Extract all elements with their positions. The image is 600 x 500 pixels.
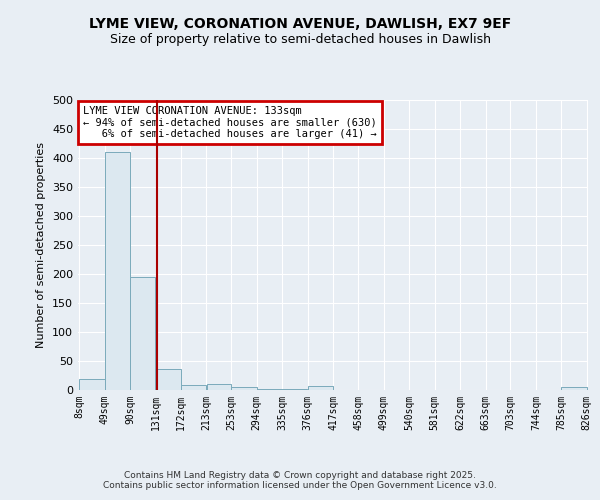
Bar	[79, 379, 104, 390]
Bar	[232, 387, 257, 390]
Bar	[156, 368, 181, 390]
Bar	[562, 387, 587, 390]
Bar	[130, 277, 155, 390]
Bar	[206, 384, 231, 390]
Bar	[105, 152, 130, 390]
Text: LYME VIEW CORONATION AVENUE: 133sqm
← 94% of semi-detached houses are smaller (6: LYME VIEW CORONATION AVENUE: 133sqm ← 94…	[83, 106, 377, 139]
Y-axis label: Number of semi-detached properties: Number of semi-detached properties	[37, 142, 46, 348]
Text: Size of property relative to semi-detached houses in Dawlish: Size of property relative to semi-detach…	[110, 32, 491, 46]
Text: Contains public sector information licensed under the Open Government Licence v3: Contains public sector information licen…	[103, 480, 497, 490]
Bar	[308, 386, 333, 390]
Text: Contains HM Land Registry data © Crown copyright and database right 2025.: Contains HM Land Registry data © Crown c…	[124, 470, 476, 480]
Text: LYME VIEW, CORONATION AVENUE, DAWLISH, EX7 9EF: LYME VIEW, CORONATION AVENUE, DAWLISH, E…	[89, 18, 511, 32]
Bar	[181, 386, 206, 390]
